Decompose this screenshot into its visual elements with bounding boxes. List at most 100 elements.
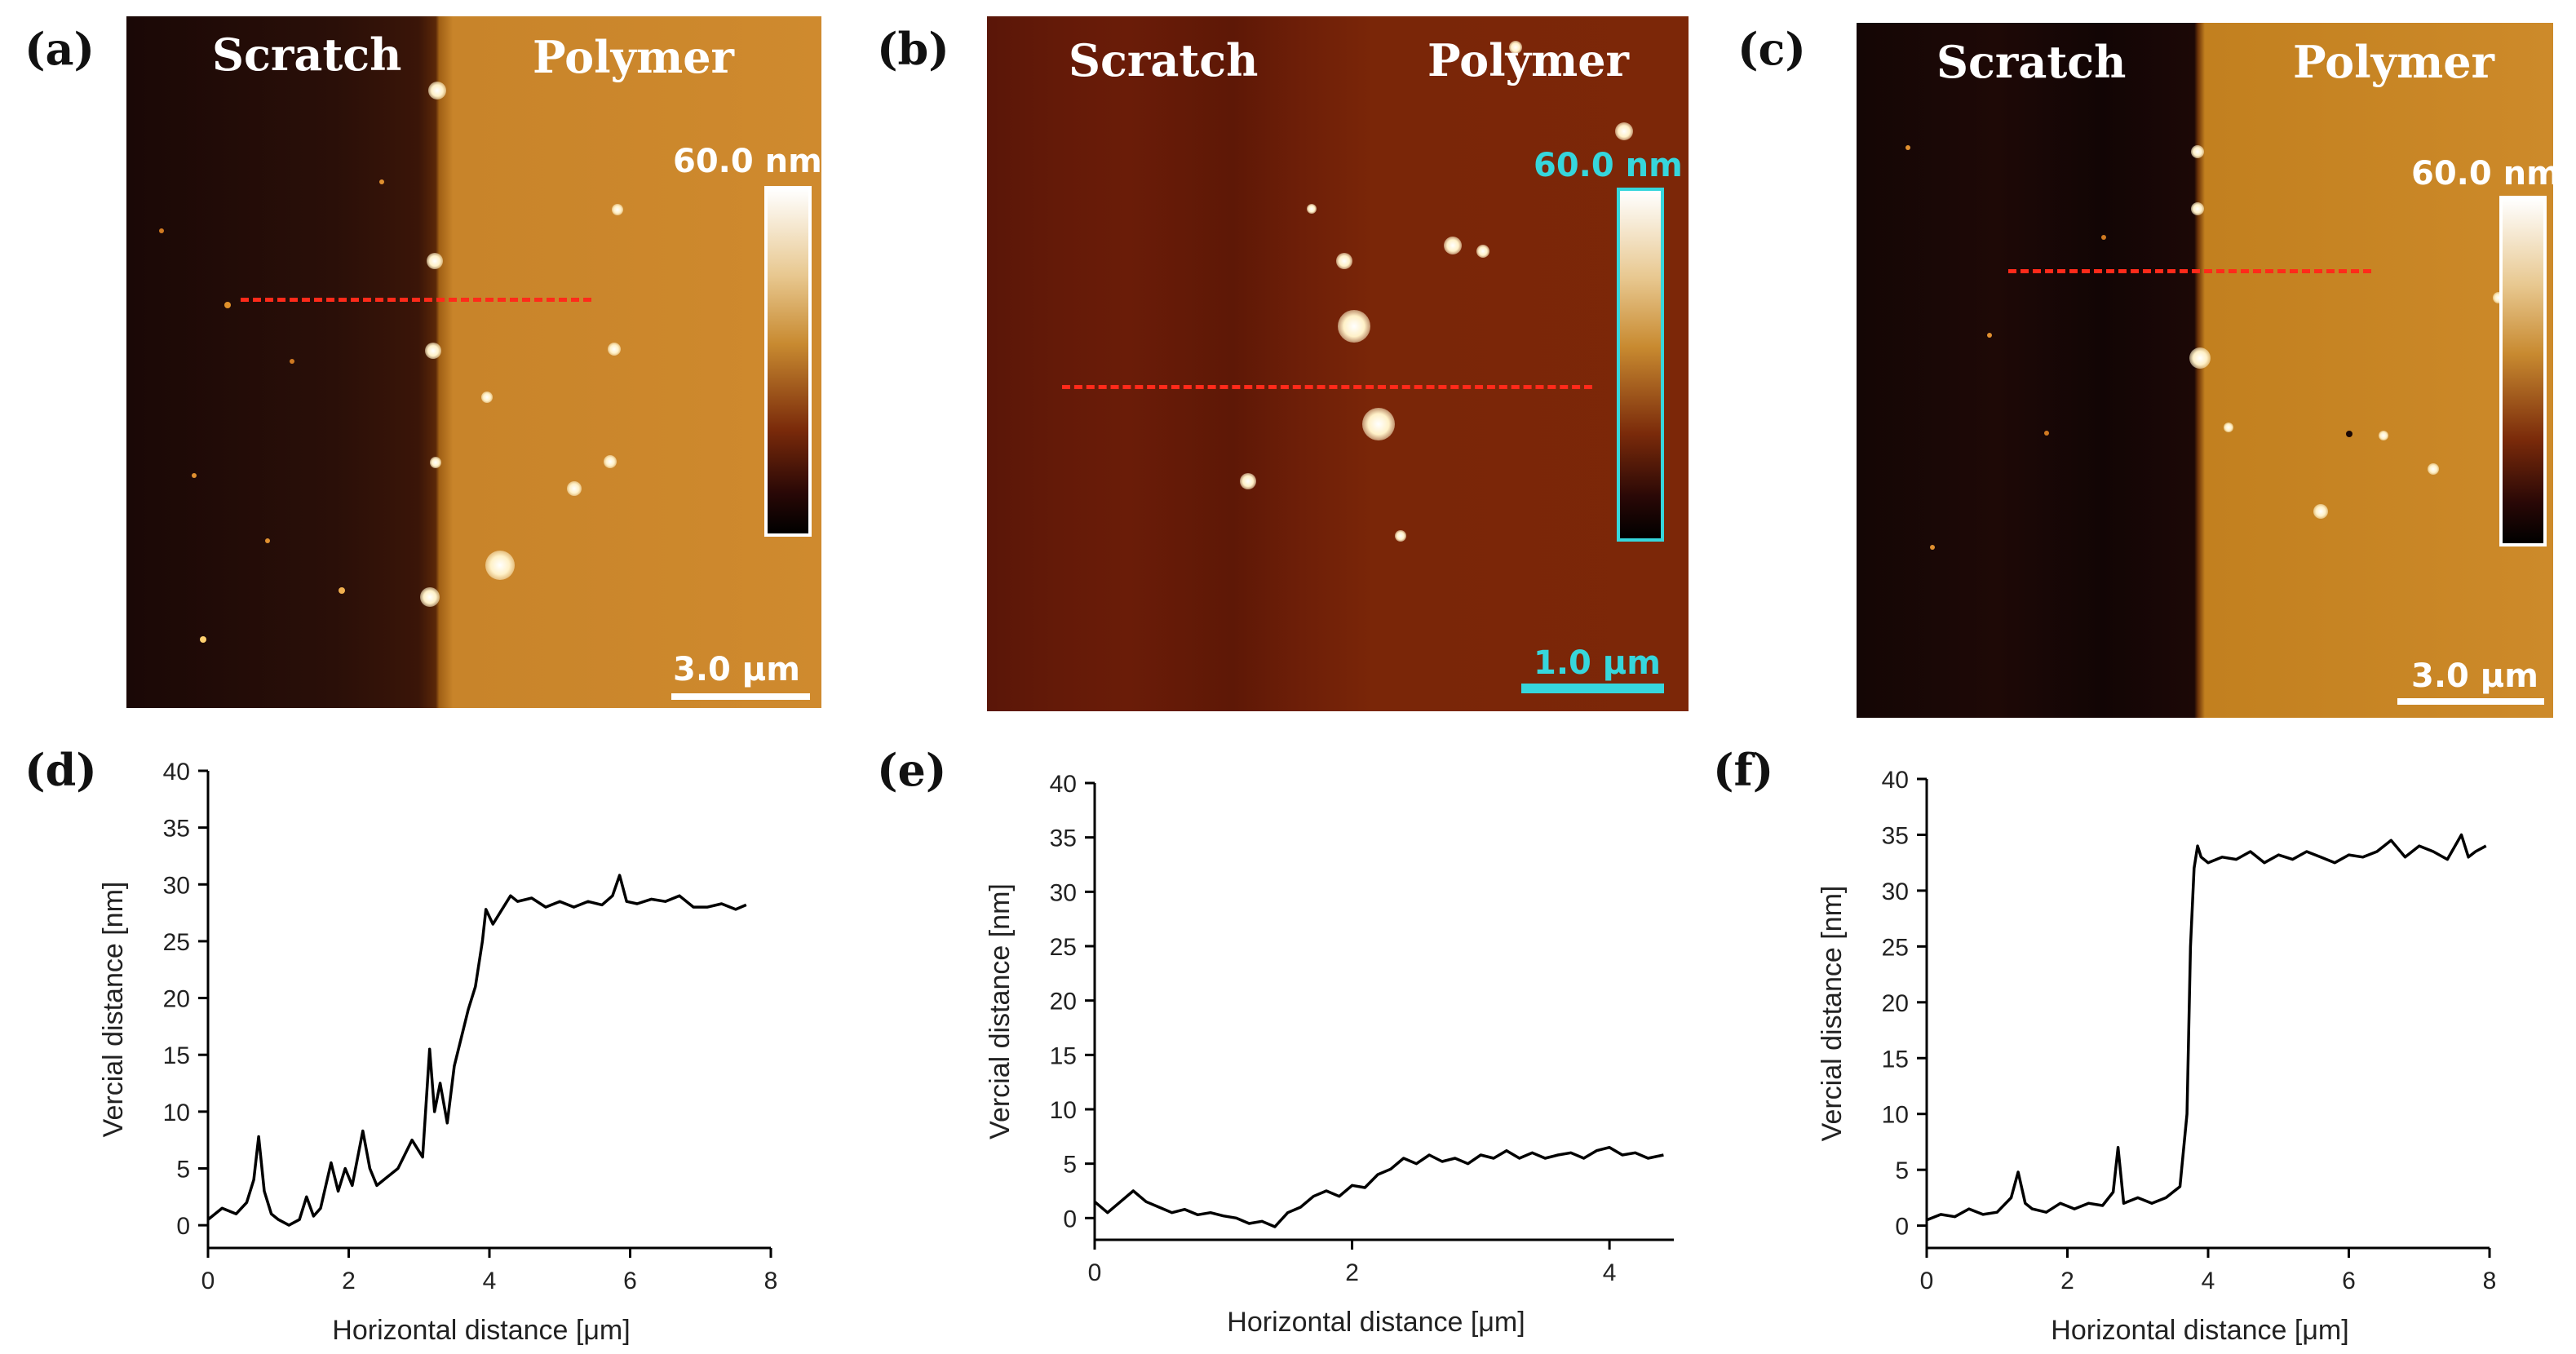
chart-e-ytick-label: 35	[1050, 825, 1077, 852]
particle	[567, 481, 582, 496]
chart-d-ytick-label: 40	[163, 759, 190, 785]
particle	[1307, 204, 1317, 214]
chart-d-xlabel: Horizontal distance [μm]	[332, 1315, 630, 1346]
chart-f-xtick-label: 4	[2202, 1268, 2215, 1294]
particle	[612, 204, 623, 215]
speckle	[159, 228, 164, 233]
panel-letter-f: (f)	[1713, 744, 1774, 796]
polymer-label: Polymer	[1427, 34, 1630, 86]
profile-plot-e: 0 5 10 15 20 25 30 35 40 0 2 4 Horizontal distance […	[856, 734, 1713, 1354]
chart-e-ytick-label: 30	[1050, 879, 1077, 906]
chart-e-xlabel: Horizontal distance [μm]	[1227, 1307, 1525, 1338]
particle	[2428, 463, 2439, 475]
chart-f-ytick-label: 15	[1882, 1046, 1909, 1073]
chart-f-ytick-label: 30	[1882, 878, 1909, 905]
colorbar	[1617, 188, 1664, 542]
particle	[1240, 473, 1256, 489]
particle	[1476, 245, 1489, 258]
particle	[1509, 41, 1522, 54]
scale-bar	[1521, 684, 1664, 693]
particle	[2313, 504, 2328, 519]
afm-image-c: Scratch Polymer 60.0 nm 3.0 μm	[1857, 23, 2553, 718]
panel-letter-c: (c)	[1737, 23, 1806, 75]
particle	[1362, 408, 1395, 440]
chart-f-xlabel: Horizontal distance [μm]	[2051, 1315, 2348, 1346]
chart-f-xtick-label: 6	[2342, 1268, 2356, 1294]
particle	[420, 587, 440, 607]
polymer-label: Polymer	[2293, 36, 2495, 88]
chart-e-ytick-label: 5	[1063, 1152, 1077, 1179]
chart-d-ytick-label: 25	[163, 929, 190, 956]
chart-d-ytick-label: 5	[176, 1157, 190, 1184]
speckle	[200, 636, 206, 643]
scale-bar-label: 1.0 μm	[1534, 644, 1661, 682]
chart-d-axes	[206, 771, 771, 1250]
chart-e-ylabel: Vercial distance [nm]	[985, 883, 1016, 1139]
scale-bar-label: 3.0 μm	[2411, 657, 2538, 695]
colorbar-max-label: 60.0 nm	[673, 143, 821, 180]
profile-plot-d: 0 5 10 15 20 25 30 35 40 0 2 4 6 8 Horizontal distance…	[0, 734, 840, 1354]
chart-f-ytick-label: 25	[1882, 934, 1909, 961]
chart-f-ytick-label: 10	[1882, 1102, 1909, 1129]
particle	[1444, 237, 1462, 254]
speckle	[265, 538, 270, 543]
speckle	[379, 179, 384, 184]
chart-e-ytick-label: 0	[1063, 1206, 1077, 1232]
panel-letter-e: (e)	[877, 744, 947, 796]
profile-chart-e: 0 5 10 15 20 25 30 35 40 0 2 4 Horizontal distance […	[985, 771, 1674, 1338]
colorbar-max-label: 60.0 nm	[1534, 147, 1683, 184]
particle	[2189, 347, 2211, 369]
chart-f-ytick-label: 5	[1895, 1157, 1909, 1184]
profile-plot-f: 0 5 10 15 20 25 30 35 40 0 2 4 6 8 Horizontal distance…	[1713, 734, 2576, 1354]
chart-e-ytick-label: 20	[1050, 989, 1077, 1016]
colorbar-max-label: 60.0 nm	[2411, 155, 2553, 192]
chart-e-ytick-label: 40	[1050, 771, 1077, 798]
chart-f-xtick-label: 0	[1920, 1268, 1934, 1294]
chart-f-ytick-label: 35	[1882, 822, 1909, 849]
particle	[425, 343, 441, 359]
speckle	[2044, 431, 2049, 436]
particle	[428, 82, 446, 100]
particle	[481, 392, 493, 403]
particle	[1395, 530, 1406, 542]
scratch-label: Scratch	[212, 29, 402, 81]
profile-line	[241, 298, 591, 302]
particle	[485, 551, 515, 580]
chart-d-ytick-label: 20	[163, 986, 190, 1013]
colorbar	[764, 186, 812, 537]
particle	[2191, 202, 2204, 215]
chart-d-ytick-label: 0	[176, 1213, 190, 1240]
chart-f-xtick-label: 8	[2483, 1268, 2497, 1294]
chart-e-series-line	[1093, 1145, 1664, 1228]
chart-d-ylabel: Vercial distance [nm]	[98, 882, 129, 1138]
chart-d-series-line	[206, 874, 747, 1227]
panel-letter-a: (a)	[24, 23, 95, 75]
polymer-label: Polymer	[533, 31, 735, 83]
chart-d-ytick-label: 30	[163, 872, 190, 899]
panel-letter-d: (d)	[24, 744, 97, 796]
particle	[427, 253, 443, 269]
particle	[2224, 423, 2233, 432]
particle	[608, 343, 621, 356]
colorbar	[2499, 196, 2547, 546]
scratch-label: Scratch	[1936, 36, 2127, 88]
particle	[1338, 310, 1370, 343]
speckle	[1987, 333, 1992, 338]
speckle	[1905, 145, 1910, 150]
profile-line	[1062, 385, 1592, 389]
chart-d-ytick-label: 35	[163, 816, 190, 843]
particle	[1336, 253, 1352, 269]
chart-d-xtick-label: 8	[764, 1268, 778, 1294]
chart-f-series-line	[1926, 833, 2487, 1222]
chart-d-xtick-label: 4	[483, 1268, 497, 1294]
particle	[604, 455, 617, 468]
scale-bar-label: 3.0 μm	[673, 651, 800, 688]
scratch-label: Scratch	[1069, 34, 1259, 86]
chart-e-ytick-label: 15	[1050, 1042, 1077, 1069]
speckle	[1930, 545, 1935, 550]
chart-e-xtick-label: 0	[1088, 1259, 1102, 1286]
speckle	[2346, 431, 2352, 437]
speckle	[192, 473, 197, 478]
panel-letter-b: (b)	[877, 23, 949, 75]
particle	[2379, 431, 2388, 440]
